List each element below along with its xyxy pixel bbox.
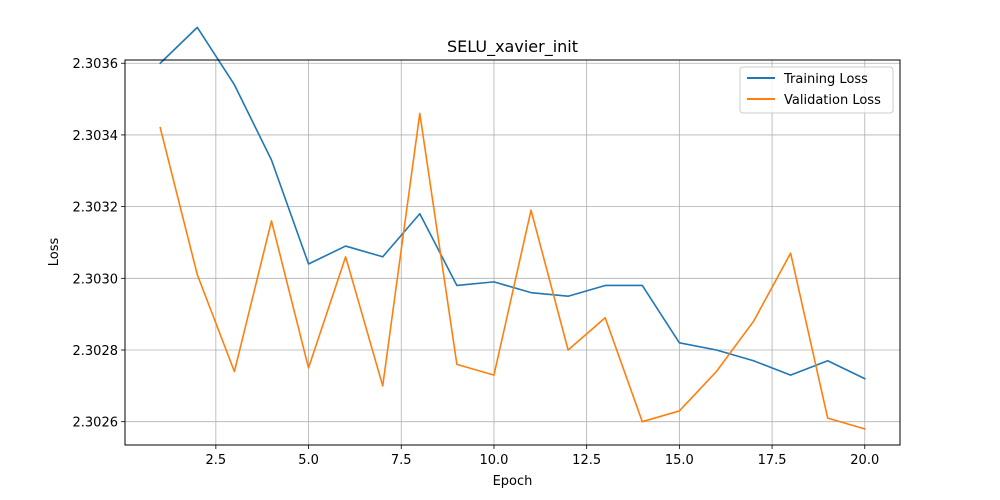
x-axis-ticks: 2.5 5.0 7.5 10.0 12.5 15.0 17.5 20.0 — [206, 445, 879, 468]
x-tick-label: 10.0 — [479, 453, 508, 468]
validation-loss-line — [159, 112, 866, 430]
y-tick-label: 2.3036 — [73, 57, 119, 72]
x-axis-label: Epoch — [493, 474, 533, 489]
legend-label-training: Training Loss — [783, 72, 868, 87]
y-tick-label: 2.3028 — [73, 344, 119, 359]
x-tick-label: 20.0 — [850, 453, 879, 468]
y-axis-label: Loss — [47, 238, 62, 267]
series-lines — [159, 26, 866, 430]
y-tick-label: 2.3034 — [73, 129, 119, 144]
x-tick-label: 15.0 — [665, 453, 694, 468]
training-loss-line — [159, 26, 866, 380]
x-tick-label: 2.5 — [206, 453, 227, 468]
legend-box — [739, 66, 894, 114]
legend-label-validation: Validation Loss — [784, 93, 881, 108]
x-tick-label: 17.5 — [758, 453, 787, 468]
x-tick-label: 5.0 — [298, 453, 319, 468]
y-tick-label: 2.3030 — [73, 272, 119, 287]
x-tick-label: 7.5 — [391, 453, 412, 468]
y-axis-ticks: 2.3026 2.3028 2.3030 2.3032 2.3034 2.3036 — [73, 57, 125, 431]
y-tick-label: 2.3026 — [73, 416, 119, 431]
legend: Training Loss Validation Loss — [739, 66, 894, 114]
y-tick-label: 2.3032 — [73, 201, 119, 216]
plot-frame — [124, 59, 901, 446]
x-tick-label: 12.5 — [572, 453, 601, 468]
chart-title: SELU_xavier_init — [447, 37, 578, 57]
